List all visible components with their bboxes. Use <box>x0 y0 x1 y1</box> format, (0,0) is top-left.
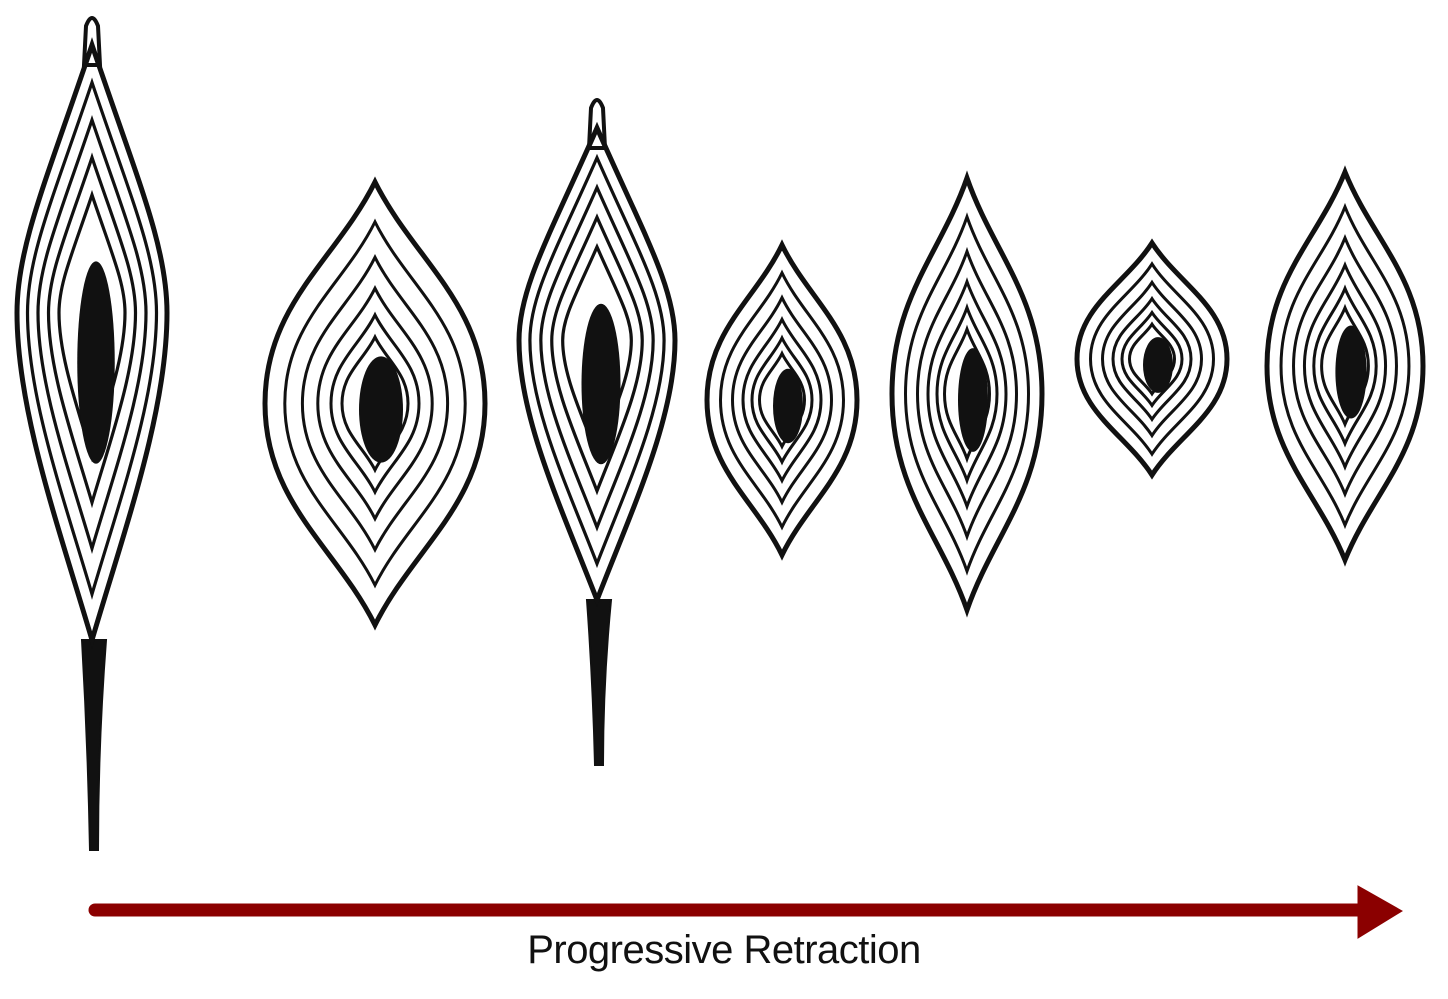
cell-contour <box>730 294 834 506</box>
cell-contour <box>935 303 999 485</box>
cell-contour <box>718 269 846 531</box>
cell-contour <box>704 239 860 561</box>
cell-stages <box>14 16 1426 851</box>
cell-stage-2 <box>262 176 488 631</box>
caption-progressive-retraction: Progressive Retraction <box>527 928 921 972</box>
cell-contour <box>1320 303 1370 429</box>
cell-nucleus <box>77 261 115 464</box>
cell-contour <box>1088 261 1216 457</box>
cell-contour <box>528 153 666 569</box>
cell-contour <box>262 176 488 631</box>
cell-contour <box>889 170 1045 618</box>
cell-nucleus <box>773 368 803 444</box>
cell-contour <box>283 218 467 589</box>
cell-contour <box>550 213 644 496</box>
cell-contour <box>340 333 410 474</box>
cell-contour <box>903 212 1031 576</box>
cell-nucleus <box>581 303 621 465</box>
cell-contour <box>1074 238 1230 480</box>
cell-contour <box>1100 279 1204 439</box>
arrow-head <box>1357 885 1403 939</box>
cell-contour <box>1111 295 1193 423</box>
cell-process-top <box>81 16 103 67</box>
cell-contour <box>1292 233 1398 499</box>
cell-contour <box>757 350 807 450</box>
cell-contour <box>741 315 823 485</box>
cell-nucleus <box>1143 337 1173 393</box>
cell-contour <box>915 246 1019 542</box>
cell-stage-6 <box>1074 238 1230 480</box>
cell-contour <box>329 311 421 496</box>
cell-nucleus <box>359 356 403 463</box>
cell-process-tail <box>585 599 613 766</box>
cell-contour <box>539 183 655 532</box>
cell-stage-7 <box>1264 165 1426 567</box>
cell-process-tail <box>80 639 108 851</box>
cell-stage-3 <box>516 98 678 766</box>
cell-contour <box>1302 261 1388 471</box>
cell-contour <box>25 77 159 600</box>
cell-contour <box>1264 165 1426 567</box>
cell-nucleus <box>958 348 988 452</box>
cell-contour <box>316 284 434 523</box>
progression-arrow <box>88 885 1403 939</box>
cell-contour <box>300 253 450 554</box>
cell-nucleus <box>1335 325 1367 419</box>
cell-contour <box>36 114 148 555</box>
cell-stage-5 <box>889 170 1045 618</box>
cell-contour <box>1312 284 1378 448</box>
cell-contour <box>1120 309 1184 409</box>
cell-contour <box>516 121 678 607</box>
cell-contour <box>926 277 1008 511</box>
cell-contour <box>750 334 814 466</box>
cell-contour <box>1127 321 1177 397</box>
cell-stage-4 <box>704 239 860 561</box>
cell-contour <box>46 152 138 509</box>
cell-contour <box>1279 202 1411 530</box>
cell-contour <box>942 324 992 464</box>
cell-contour <box>14 37 170 649</box>
cell-stage-1 <box>14 16 170 851</box>
